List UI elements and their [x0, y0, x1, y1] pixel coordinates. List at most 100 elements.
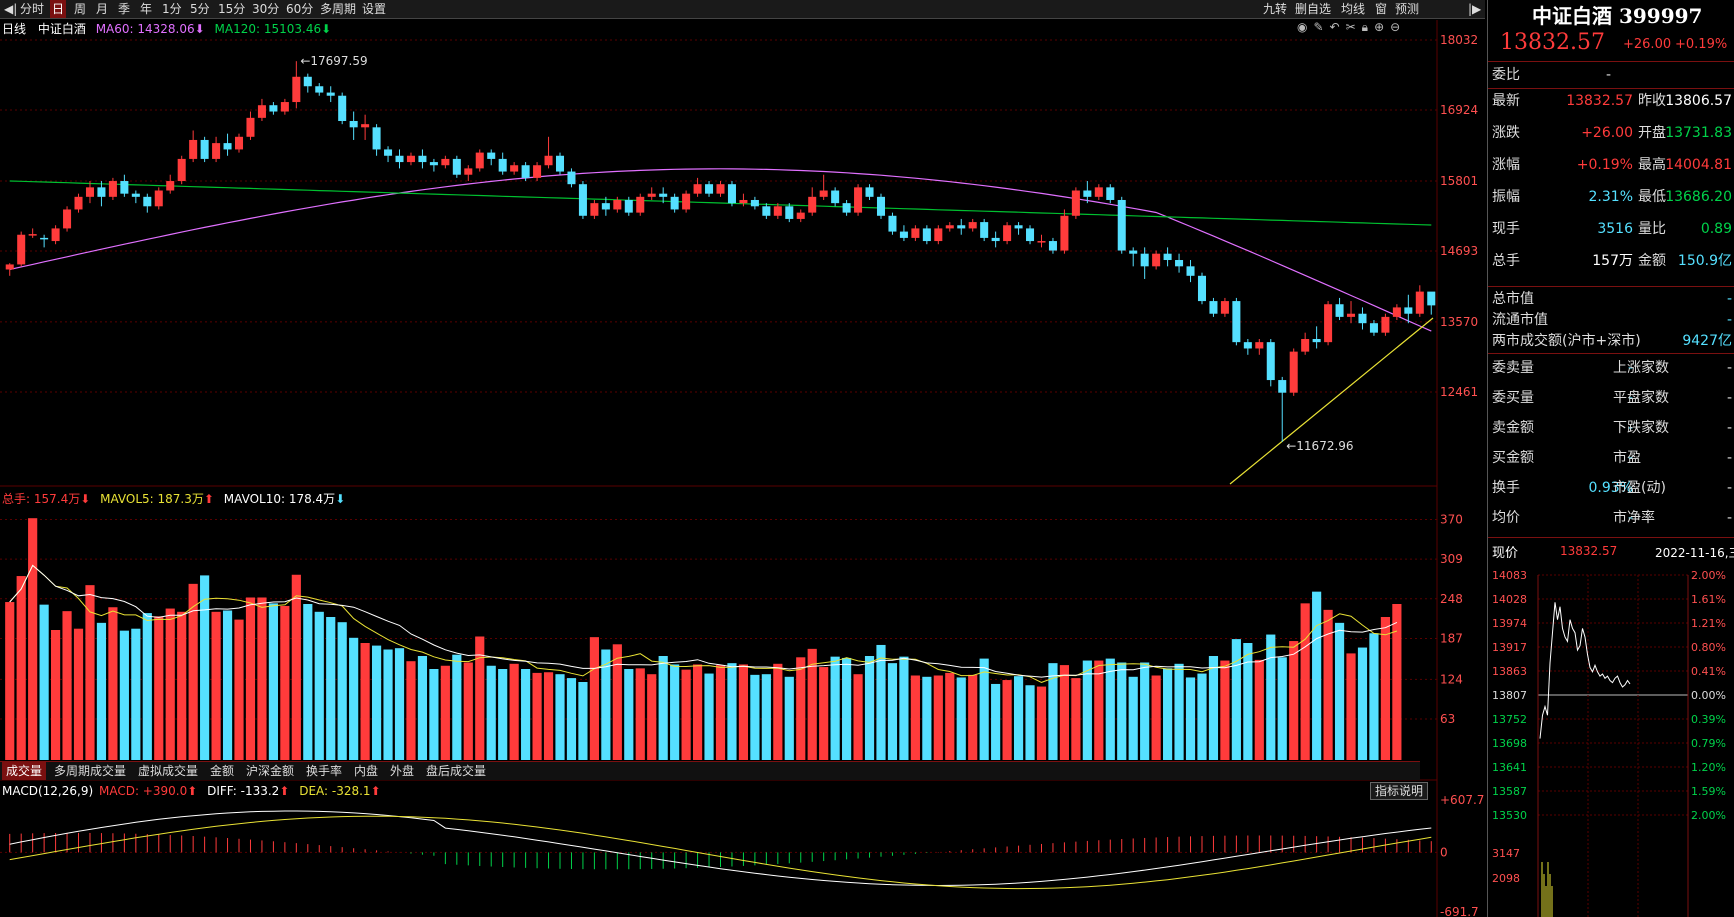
volume-bar: [291, 574, 301, 760]
period-tab-6[interactable]: 1分: [162, 2, 182, 16]
scissors-icon[interactable]: ✂: [1345, 20, 1362, 34]
volume-bar: [337, 622, 347, 760]
period-toolbar: ◀| 分时日周月季年 1分 5分 15分 30分 60分 多周期 设置 九转 删自选 均线窗预测 …: [0, 0, 1485, 19]
eye-icon[interactable]: ◉: [1297, 20, 1314, 34]
volume-bar: [761, 674, 771, 760]
candle-body: [693, 184, 702, 194]
period-tab-2[interactable]: 周: [74, 2, 87, 16]
volume-tab-3[interactable]: 金额: [210, 764, 235, 778]
volume-bar: [1105, 658, 1115, 760]
lock-icon[interactable]: 🔒︎: [1361, 20, 1375, 34]
candle-body: [315, 86, 324, 93]
volume-bar: [1266, 634, 1276, 760]
candle-body: [5, 264, 14, 270]
mini-left-tick: 13698: [1492, 737, 1527, 750]
volume-bar: [715, 665, 726, 760]
period-tab-7[interactable]: 5分: [190, 2, 210, 16]
candle-body: [246, 117, 255, 137]
volume-bar: [692, 664, 703, 760]
zoom-in-icon[interactable]: ⊕: [1374, 20, 1391, 34]
period-tab-3[interactable]: 月: [96, 2, 109, 16]
kline-chart[interactable]: 18032 16924 15801 14693 13570 12461 ←17697.59 ←…: [0, 0, 1487, 917]
period-tab-11[interactable]: 多周期: [320, 2, 357, 16]
volume-bar: [1231, 639, 1241, 760]
volume-tab-5[interactable]: 换手率: [306, 764, 343, 778]
candle-body: [1083, 190, 1092, 197]
macd-value: MACD: +390.0: [98, 784, 188, 798]
tool-0[interactable]: 九转: [1263, 2, 1288, 16]
volume-bar: [1048, 663, 1058, 760]
volume-bar: [647, 674, 657, 760]
period-tab-5[interactable]: 年: [140, 2, 153, 16]
volume-bar: [532, 672, 542, 760]
divider: [1488, 537, 1734, 538]
volume-bar: [738, 664, 749, 760]
candle-body: [510, 165, 519, 172]
volume-bar: [1254, 659, 1264, 760]
volume-bar: [429, 669, 439, 760]
volume-tab-1[interactable]: 多周期成交量: [54, 764, 127, 778]
volume-bar: [360, 643, 370, 760]
volume-bar: [1071, 678, 1081, 760]
volume-bar: [383, 649, 393, 760]
volume-tab-7[interactable]: 外盘: [390, 764, 415, 778]
period-tab-4[interactable]: 季: [118, 2, 131, 16]
candle-body: [705, 184, 714, 194]
divider: [1488, 61, 1734, 62]
period-tab-0[interactable]: 分时: [20, 2, 45, 16]
undo-icon[interactable]: ↶: [1329, 20, 1346, 34]
period-tab-10[interactable]: 60分: [286, 2, 314, 16]
volume-tick: 309: [1440, 552, 1463, 566]
volume-bar: [1059, 665, 1070, 760]
diff-value: DIFF: -133.2: [207, 784, 280, 798]
stat-value2-3: -: [1726, 450, 1732, 466]
tool-3[interactable]: 窗: [1375, 2, 1388, 16]
stat-label2-2: 下跌家数: [1613, 420, 1669, 436]
candle-body: [785, 206, 794, 219]
period-tab-9[interactable]: 30分: [252, 2, 280, 16]
candle-body: [945, 225, 954, 229]
candle-body: [85, 187, 94, 197]
candle-body: [487, 152, 496, 159]
intraday-mini-chart[interactable]: 14083 2.00% 14028 1.61% 13974 1.21% 13917 0.80%…: [1488, 557, 1734, 917]
candle-body: [74, 196, 83, 210]
volume-bar: [475, 636, 485, 760]
candle-body: [1026, 228, 1035, 242]
candle-body: [567, 171, 576, 185]
period-tab-8[interactable]: 15分: [218, 2, 246, 16]
period-tab-1[interactable]: 日: [50, 0, 67, 18]
quote-value-5: 157万: [1592, 253, 1633, 269]
brush-icon[interactable]: ✎: [1313, 20, 1330, 34]
volume-bar: [773, 663, 783, 760]
volume-tab-2[interactable]: 虚拟成交量: [138, 764, 199, 778]
candle-body: [922, 228, 931, 242]
high-annotation: ←17697.59: [300, 54, 367, 68]
stat-label-3: 买金额: [1492, 450, 1534, 466]
tool-4[interactable]: 预测: [1395, 2, 1420, 16]
zoom-out-icon[interactable]: ⊖: [1390, 20, 1407, 34]
volume-bar: [1357, 647, 1368, 760]
period-tab-12[interactable]: 设置: [362, 2, 387, 16]
price-tick: 12461: [1440, 385, 1478, 399]
volume-tab-0[interactable]: 成交量: [2, 762, 47, 780]
price-tick: 13570: [1440, 315, 1478, 329]
volume-bar: [968, 674, 978, 760]
tool-2[interactable]: 均线: [1341, 2, 1366, 16]
next-arrow-icon[interactable]: |▶: [1468, 2, 1482, 16]
stat-label2-0: 上涨家数: [1613, 360, 1669, 376]
mini-right-tick: 1.21%: [1691, 617, 1726, 630]
candle-body: [40, 237, 49, 240]
prev-arrow-icon[interactable]: ◀|: [4, 2, 18, 16]
candle-body: [1312, 338, 1321, 343]
volume-tab-6[interactable]: 内盘: [354, 764, 379, 778]
stat-label2-1: 平盘家数: [1613, 390, 1669, 406]
volume-bar: [177, 611, 187, 760]
volume-tab-8[interactable]: 盘后成交量: [426, 764, 487, 778]
volume-tab-4[interactable]: 沪深金额: [246, 764, 295, 778]
volume-bar: [1208, 656, 1219, 760]
market-label-2: 两市成交额(沪市+深市): [1492, 333, 1641, 349]
quote-label-4: 现手: [1492, 221, 1520, 237]
indicator-help-button[interactable]: 指标说明: [1370, 782, 1429, 800]
tool-1[interactable]: 删自选: [1295, 2, 1332, 16]
quote-panel: 中证白酒 399997 13832.57 +26.00 +0.19% 委比 - …: [1487, 0, 1734, 917]
